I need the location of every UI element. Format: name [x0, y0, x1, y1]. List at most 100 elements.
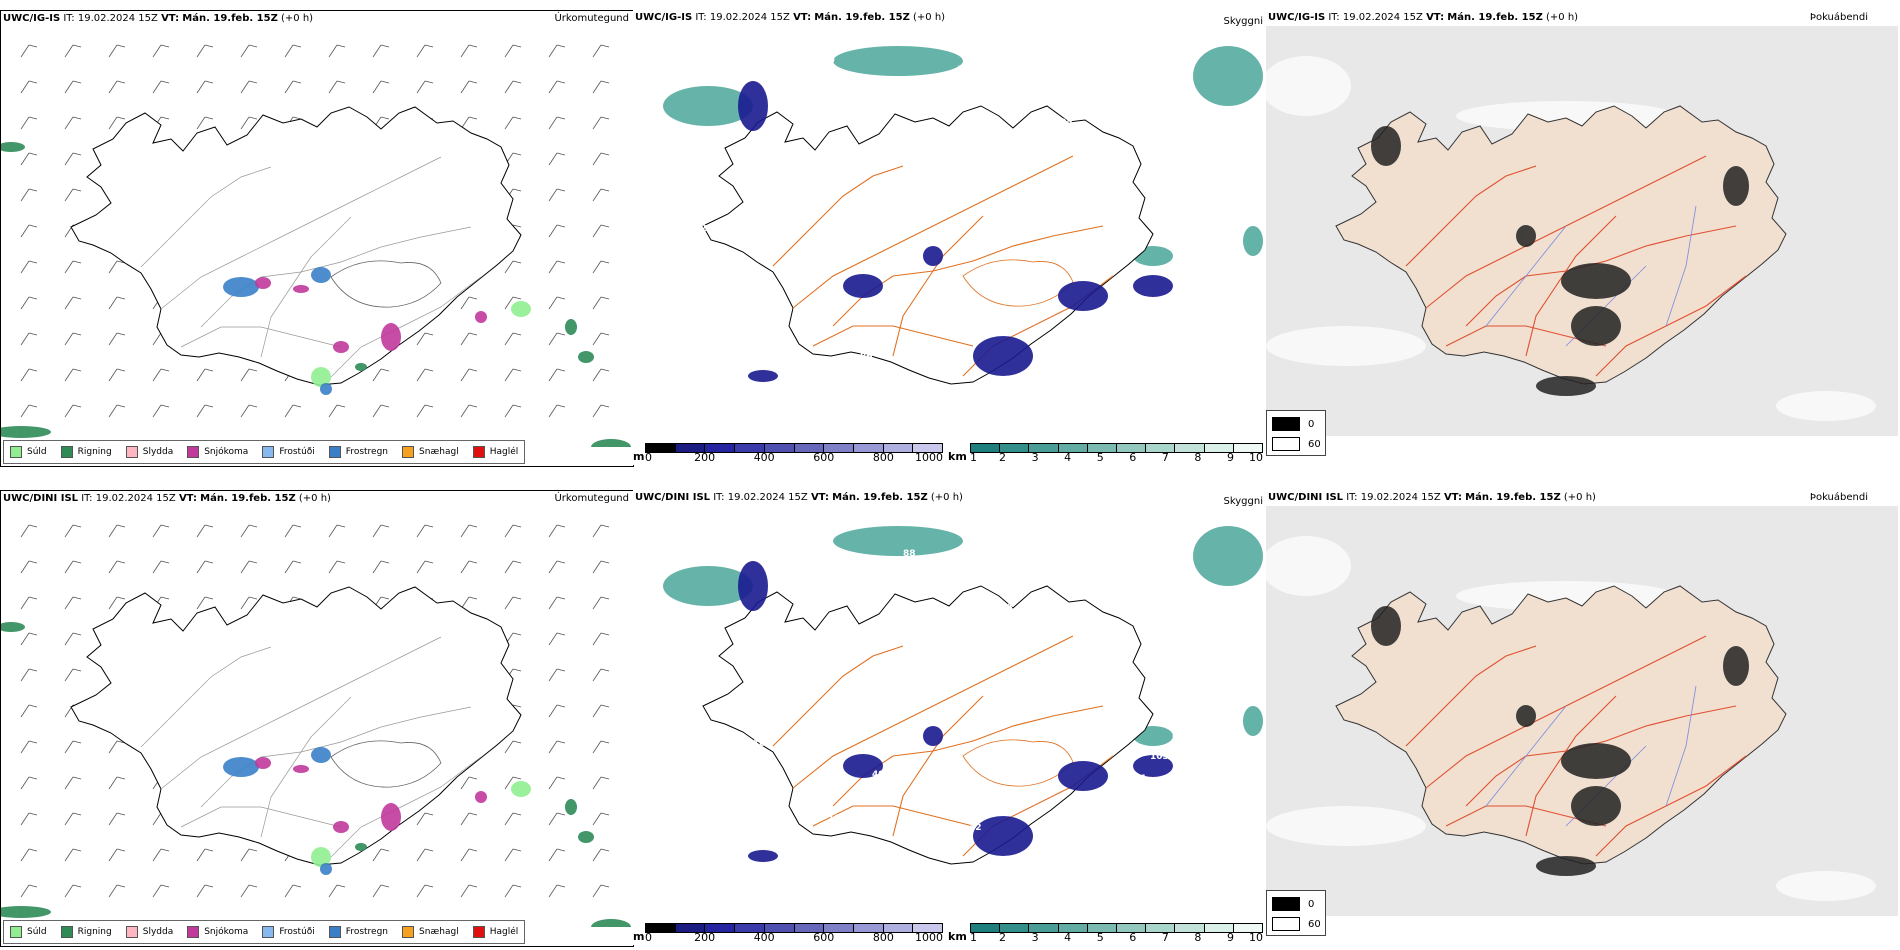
visibility-map: 66 184 162 222 85 10 77 93 90 130 80 49 93 96 72 70 50 74… [663, 46, 1263, 393]
precip-area [255, 757, 271, 769]
wind-barb-icon [64, 848, 82, 862]
wind-barb-icon [20, 404, 38, 418]
iceland-outline [70, 586, 522, 866]
wind-barb-icon [196, 524, 214, 538]
panel-header: UWC/DINI ISL IT: 19.02.2024 15Z VT: Mán.… [635, 492, 963, 503]
wind-barb-icon [328, 404, 346, 418]
wind-barb-icon [64, 560, 82, 574]
colorbar-ticks: 1 2 3 4 5 6 7 8 9 10 [970, 451, 1263, 464]
wind-barb-icon [328, 80, 346, 94]
colorbar-tick: 8 [1194, 451, 1202, 464]
visibility-label: 108 [1044, 558, 1063, 568]
wind-barb-icon [372, 884, 390, 898]
legend-item: Rigning [60, 926, 112, 938]
colorbar-cell [1204, 924, 1234, 932]
colorbar-tick: 6 [1129, 931, 1137, 944]
wind-barb-icon [372, 80, 390, 94]
cloud-key-label: 60 [1308, 438, 1321, 450]
fog-area [1058, 761, 1108, 791]
wind-barb-icon [328, 884, 346, 898]
wind-barb-icon [460, 776, 478, 790]
legend-swatch [472, 926, 485, 938]
precip-area [578, 831, 594, 843]
wind-barb-icon [592, 296, 610, 310]
wind-barb-icon [592, 704, 610, 718]
colorbar-tick: 3 [1031, 931, 1039, 944]
contour-line [330, 756, 482, 858]
cloud-key-row: 0 [1272, 897, 1314, 911]
teal-area [833, 46, 963, 76]
colorbar-tick: 800 [872, 931, 894, 944]
wind-barb-icon [328, 524, 346, 538]
colorbar-tick: 0 [645, 931, 652, 944]
cloud-area [1571, 306, 1621, 346]
panel-title: Þokuábendi [1809, 492, 1868, 503]
wind-barb-icon [20, 668, 38, 682]
wind-barb-icon [548, 404, 566, 418]
cloud-key-swatch [1272, 897, 1300, 911]
legend-swatch [402, 446, 415, 458]
visibility-label: 130 [816, 56, 835, 66]
colorbar-cell [824, 444, 854, 452]
wind-barb-icon [548, 632, 566, 646]
visibility-label: 222 [794, 78, 813, 88]
wind-barb-icon [504, 296, 522, 310]
precip-legend: Súld Rigning Slydda Snjókoma Frostúði Frostre… [3, 440, 526, 464]
wind-barb-icon [108, 884, 126, 898]
precip-area [223, 277, 259, 297]
legend-swatch [472, 446, 485, 458]
wind-barb-icon [64, 296, 82, 310]
wind-barb-icon [504, 740, 522, 754]
fog-area [738, 81, 768, 131]
wind-barb-icon [460, 596, 478, 610]
precip-area [355, 363, 367, 371]
legend-label: Frostregn [345, 927, 389, 937]
wind-barb-icon [108, 368, 126, 382]
legend-label: Snjókoma [204, 927, 249, 937]
visibility-label: 184 [1160, 312, 1179, 322]
wind-barb-icon [548, 596, 566, 610]
fog-area [748, 850, 778, 862]
wind-barb-icon [592, 152, 610, 166]
precip-map [1, 524, 631, 927]
wind-barb-icon [284, 524, 302, 538]
legend-item: Frostúði [262, 446, 315, 458]
fog-area [1058, 281, 1108, 311]
wind-barb-icon [548, 44, 566, 58]
colorbar-cell [1058, 444, 1088, 452]
wind-barb-icon [460, 116, 478, 130]
wind-barb-icon [240, 884, 258, 898]
wind-barb-icon [196, 884, 214, 898]
wind-barb-icon [592, 260, 610, 274]
precip-area [293, 765, 309, 773]
wind-barb-icon [592, 884, 610, 898]
wind-barb-icon [64, 740, 82, 754]
colorbar-cell [824, 924, 854, 932]
wind-barb-icon [196, 596, 214, 610]
legend-label: Snæhagl [419, 447, 459, 457]
legend-swatch [125, 446, 138, 458]
fog-streak [1776, 871, 1876, 901]
colorbar-cell [1233, 924, 1263, 932]
colorbar-cell [675, 444, 706, 452]
colorbar-tick: 9 [1226, 451, 1234, 464]
colorbar-tick: 800 [872, 451, 894, 464]
wind-barb-icon [460, 44, 478, 58]
visibility-label: 145 [925, 867, 944, 877]
legend-swatch [125, 926, 138, 938]
wind-barb-icon [504, 848, 522, 862]
wind-barb-icon [548, 524, 566, 538]
wind-barb-icon [152, 44, 170, 58]
wind-barb-icon [196, 116, 214, 130]
wind-barb-icon [64, 116, 82, 130]
colorbar-tick: 1 [970, 451, 977, 464]
glacier-outline [962, 739, 1074, 787]
wind-barb-icon [592, 848, 610, 862]
cloud-area [1723, 166, 1749, 206]
fog-streak [1266, 56, 1351, 116]
visibility-label: 15 [850, 792, 863, 802]
wind-barb-icon [20, 848, 38, 862]
cloud-area [1536, 376, 1596, 396]
wind-barb-icon [504, 368, 522, 382]
teal-area [663, 86, 753, 126]
